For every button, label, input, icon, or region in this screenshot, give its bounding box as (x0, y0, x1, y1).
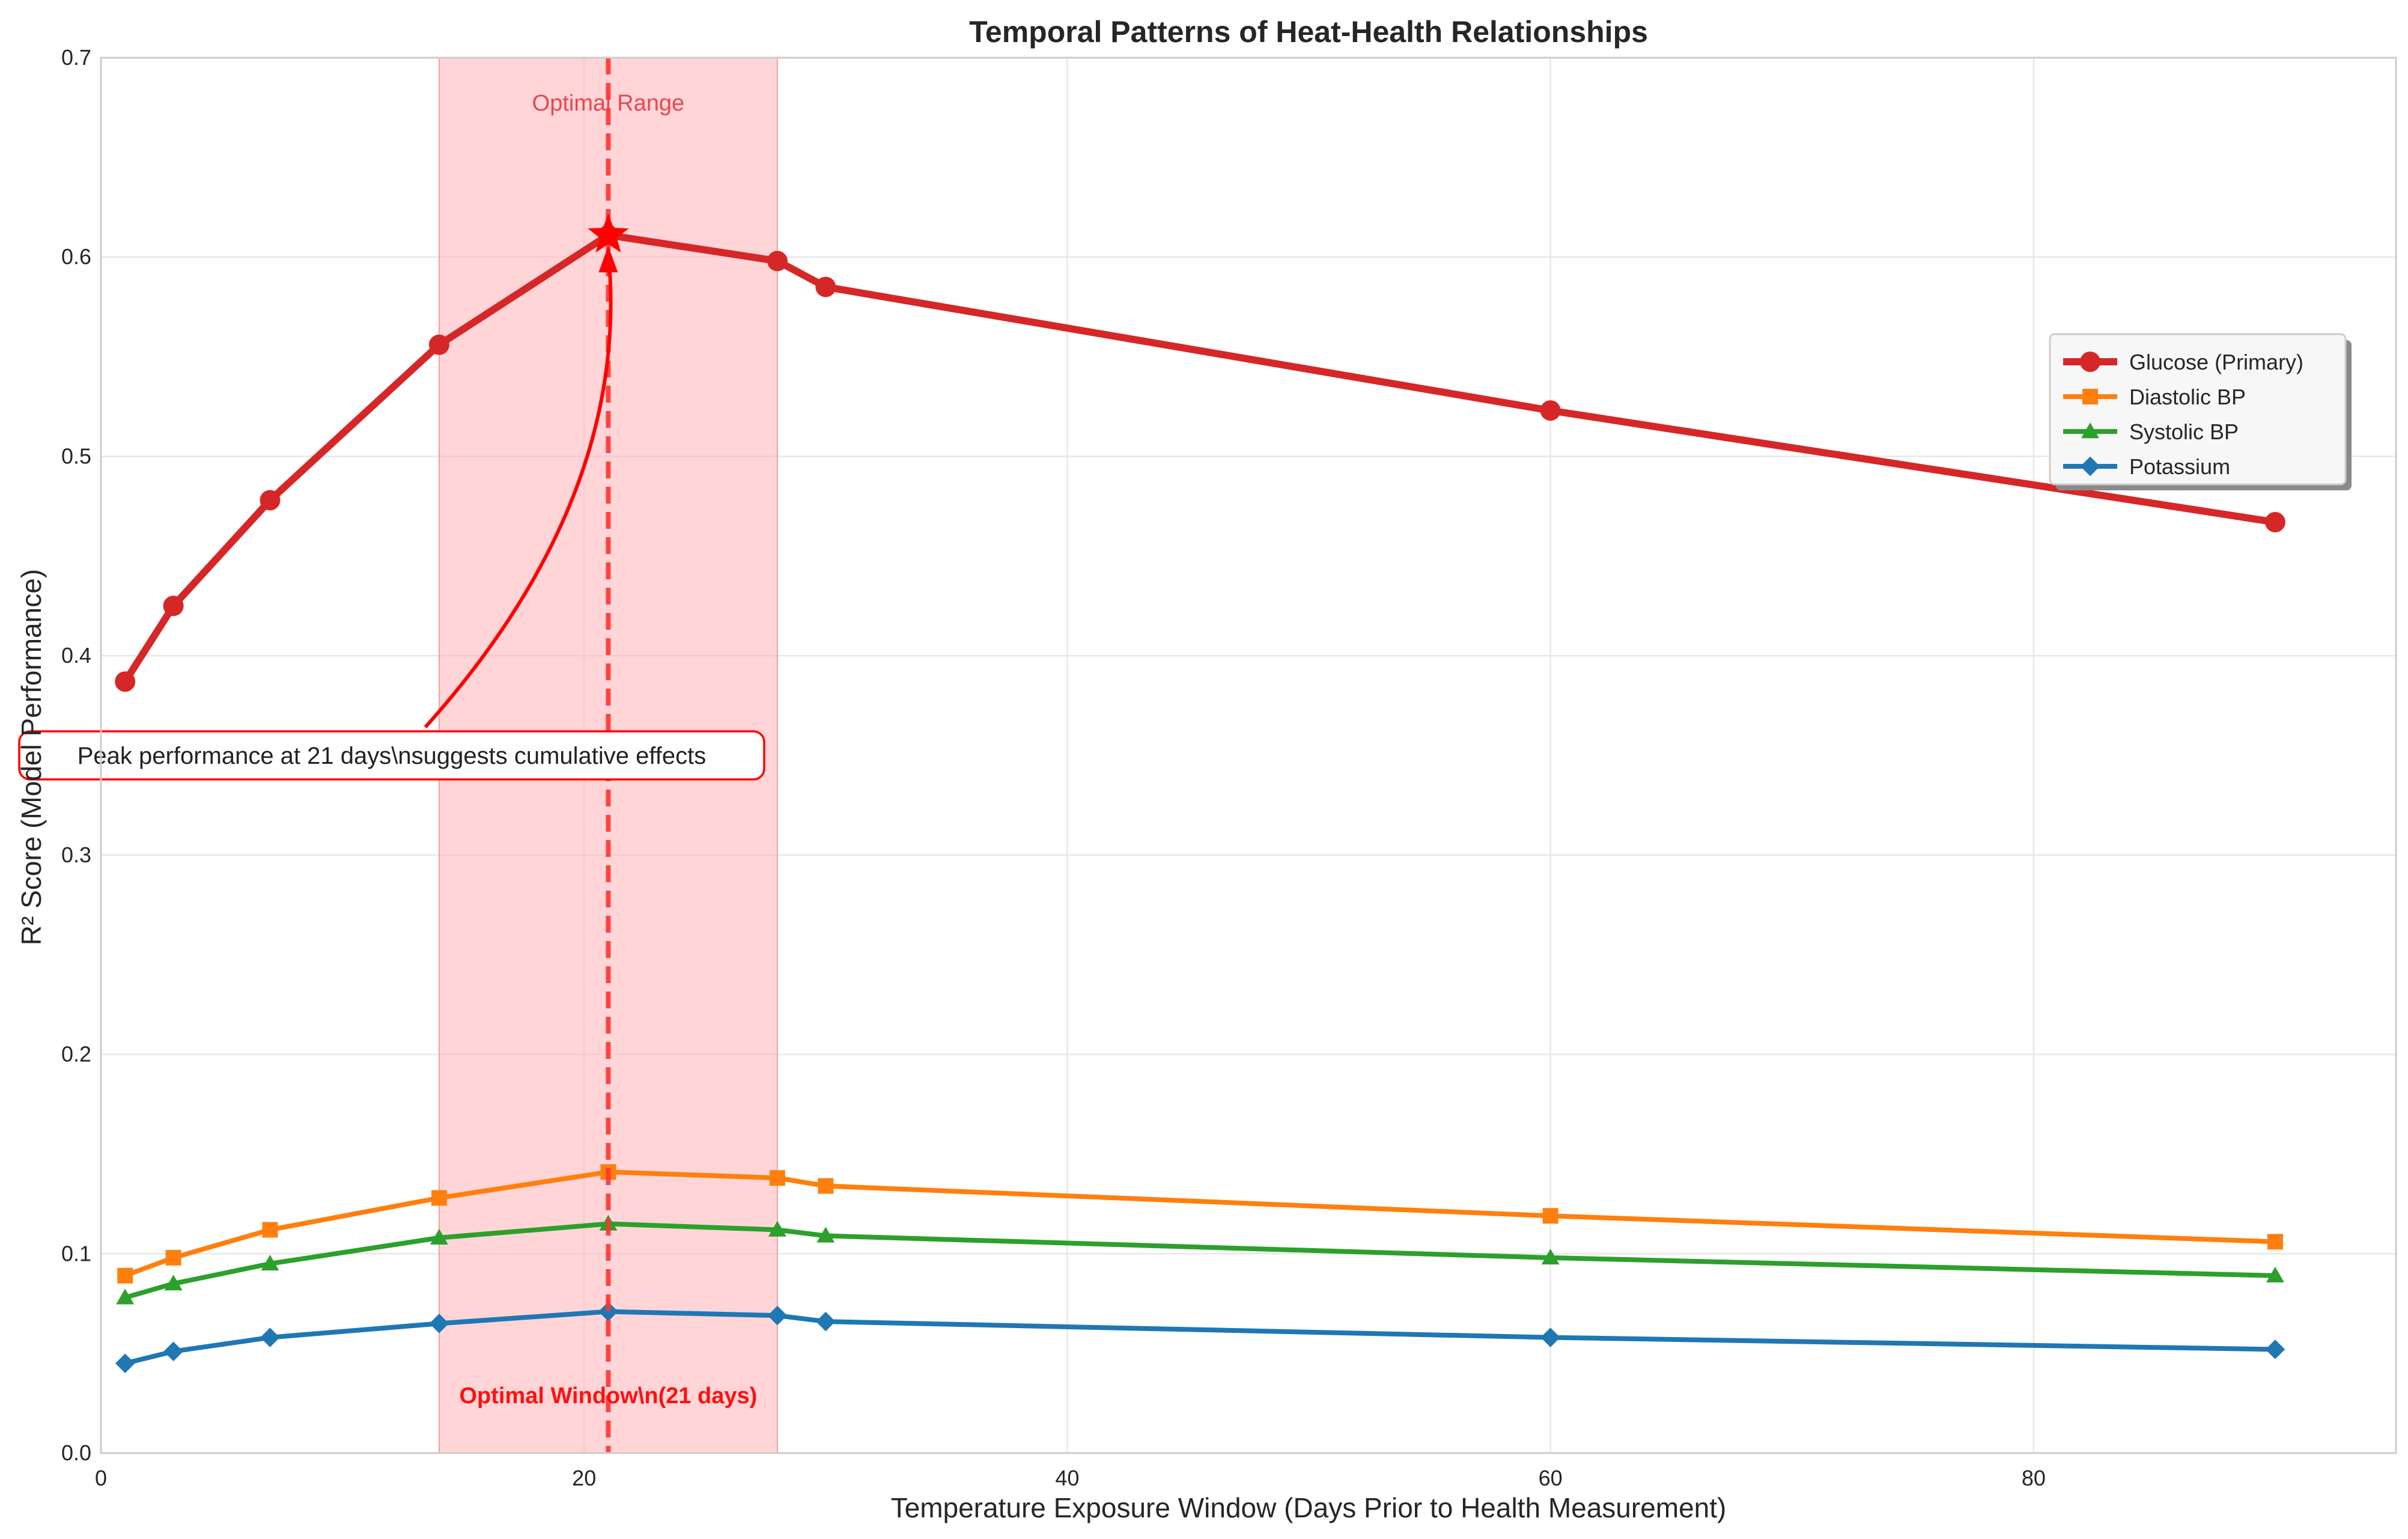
series-3-point-7 (1540, 1327, 1560, 1347)
series-1-point-5 (769, 1170, 785, 1186)
peak-star (588, 213, 629, 253)
series-0-point-0 (115, 671, 136, 692)
y-axis-label: R² Score (Model Performance) (16, 569, 47, 945)
legend-label-1: Diastolic BP (2129, 385, 2246, 409)
axes-group: 0 20 40 60 80 0.0 0.1 0.2 0.3 0.4 0.5 0.6 0.7 (61, 45, 2397, 1490)
series-2-point-3 (430, 1228, 448, 1245)
annotation-arrow (424, 251, 613, 729)
annotation-box (18, 730, 765, 781)
series-0-point-1 (163, 596, 184, 617)
legend-label-2: Systolic BP (2129, 419, 2239, 444)
series-3-point-4 (598, 1302, 618, 1321)
x-axis-label: Temperature Exposure Window (Days Prior … (891, 1492, 1727, 1523)
series-3-point-1 (163, 1341, 183, 1362)
legend-marker-3 (2080, 456, 2100, 477)
series-3-point-8 (2265, 1339, 2285, 1359)
x-tick-label-4: 80 (2022, 1466, 2046, 1490)
annotation-arrowhead (598, 246, 618, 273)
legend-label-3: Potassium (2129, 454, 2230, 479)
optimal-window-label: Optimal Window\n(21 days) (460, 1383, 758, 1409)
series-1-point-0 (117, 1267, 133, 1284)
series-2-point-7 (1541, 1248, 1560, 1265)
series-2-point-5 (768, 1221, 786, 1237)
series-2-point-8 (2266, 1266, 2284, 1282)
y-tick-label-3: 0.3 (61, 843, 91, 867)
series-0-point-3 (428, 334, 449, 355)
plot-frame (100, 56, 2397, 1454)
peak-marker-group (588, 213, 629, 253)
series-0-point-7 (1540, 400, 1561, 421)
y-tick-label-0: 0.0 (61, 1440, 91, 1465)
annotation-group: Peak performance at 21 days\nsuggests cu… (18, 246, 765, 781)
legend-box (2049, 333, 2347, 486)
series-3-point-6 (816, 1311, 836, 1332)
series-1-point-3 (431, 1190, 447, 1206)
y-tick-label-1: 0.1 (61, 1241, 91, 1266)
x-tick-label-1: 20 (572, 1466, 596, 1490)
series-1-point-6 (818, 1178, 834, 1194)
series-3-point-3 (429, 1314, 449, 1333)
x-tick-label-3: 60 (1539, 1466, 1563, 1490)
series-1-point-1 (165, 1249, 181, 1266)
chart-title: Temporal Patterns of Heat-Health Relatio… (969, 15, 1648, 49)
series-2-point-0 (116, 1288, 135, 1305)
series-1-point-8 (2267, 1234, 2283, 1250)
legend-marker-0 (2080, 352, 2100, 372)
legend-marker-1 (2082, 389, 2098, 404)
series-3-point-0 (115, 1353, 135, 1373)
series-1-point-2 (262, 1222, 278, 1238)
legend-marker-2 (2081, 422, 2099, 439)
series-0-point-2 (260, 490, 281, 511)
series-3-point-5 (767, 1305, 788, 1326)
y-tick-label-4: 0.4 (61, 643, 91, 668)
annotation-text: Peak performance at 21 days\nsuggests cu… (78, 743, 707, 769)
legend-label-0: Glucose (Primary) (2129, 350, 2303, 374)
y-tick-label-5: 0.5 (61, 443, 91, 468)
y-tick-label-7: 0.7 (61, 45, 91, 70)
x-tick-label-2: 40 (1055, 1466, 1079, 1490)
y-tick-label-6: 0.6 (61, 245, 91, 269)
legend: Glucose (Primary) Diastolic BP Systolic BP… (2049, 333, 2352, 490)
series-0-point-8 (2264, 511, 2285, 532)
series-3-point-2 (260, 1327, 280, 1347)
x-tick-label-0: 0 (95, 1466, 107, 1490)
y-tick-label-2: 0.2 (61, 1042, 91, 1067)
series-2-point-6 (816, 1227, 835, 1243)
series-0-point-5 (767, 251, 788, 272)
series-3 (115, 1302, 2285, 1373)
series-0-point-6 (815, 276, 836, 297)
series-2-point-2 (261, 1254, 279, 1271)
series-1-point-7 (1542, 1208, 1558, 1224)
series-2-point-1 (164, 1275, 183, 1291)
